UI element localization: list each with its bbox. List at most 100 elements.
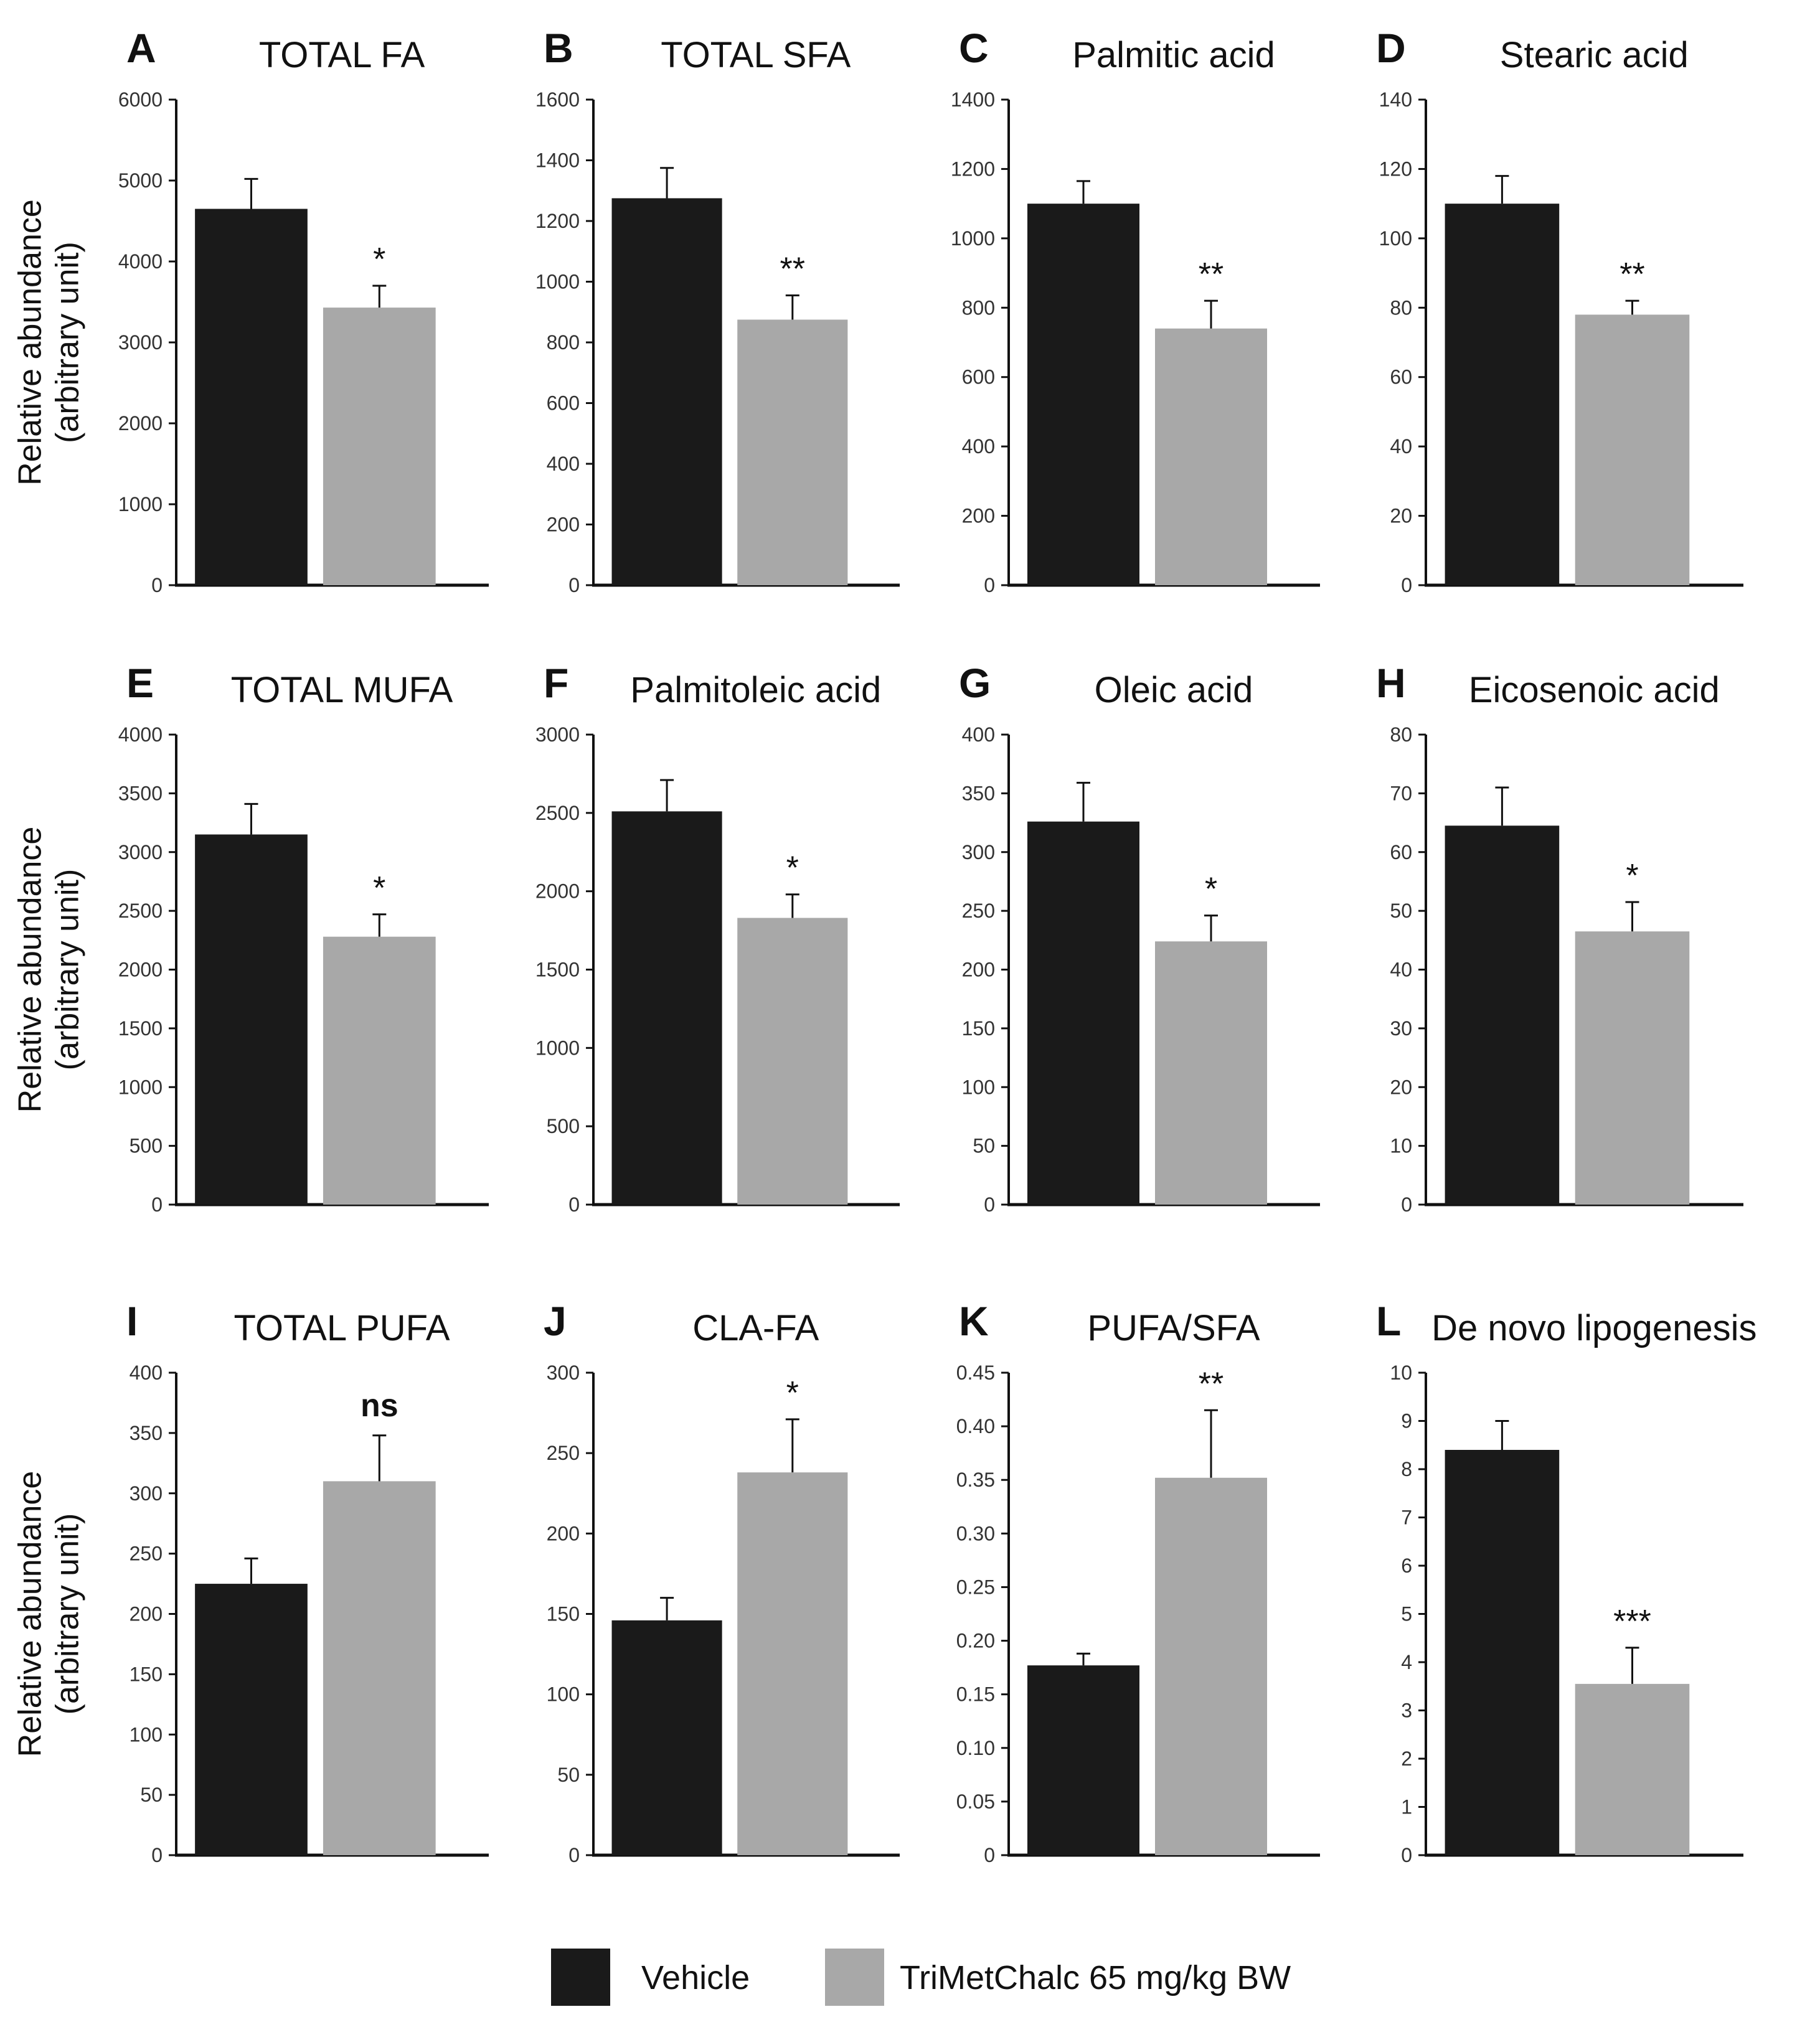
panel-title: Oleic acid	[1095, 670, 1253, 710]
panel-letter: G	[959, 660, 991, 706]
y-tick-label: 50	[1390, 900, 1412, 922]
bar-vehicle	[195, 834, 308, 1205]
legend-label-vehicle: Vehicle	[641, 1959, 750, 1996]
y-tick-label: 400	[547, 453, 580, 475]
significance-marker: *	[1205, 872, 1217, 908]
significance-marker: ns	[361, 1388, 398, 1424]
panel-title: PUFA/SFA	[1087, 1308, 1260, 1348]
y-tick-label: 500	[547, 1115, 580, 1137]
y-tick-label: 300	[547, 1361, 580, 1384]
y-tick-label: 0	[984, 1844, 995, 1866]
y-tick-label: 4000	[118, 723, 163, 746]
panel-d: D Stearic acid 0 20 40 60 80 100 120 140 **	[1376, 25, 1743, 596]
y-tick-label: 6	[1401, 1554, 1412, 1577]
y-tick-label: 250	[130, 1543, 163, 1565]
y-tick-label: 0	[151, 1844, 163, 1866]
bar-vehicle	[1445, 1450, 1560, 1855]
y-tick-label: 2500	[118, 900, 163, 922]
bar-trimetchalc	[1155, 1477, 1267, 1855]
y-tick-label: 1600	[535, 88, 580, 111]
panel-c: C Palmitic acid 0 200 400 600 800 1000 1200 1400 *…	[951, 25, 1320, 596]
panel-title: TOTAL SFA	[661, 35, 851, 75]
bar-vehicle	[611, 198, 722, 585]
y-tick-label: 8	[1401, 1458, 1412, 1480]
y-tick-label: 1000	[118, 1076, 163, 1098]
bar-vehicle	[195, 209, 308, 585]
y-axis-label: Relative abundance	[12, 1471, 49, 1757]
y-tick-label: 2	[1401, 1747, 1412, 1770]
y-tick-label: 2000	[535, 880, 580, 903]
y-tick-label: 50	[973, 1135, 995, 1157]
y-tick-label: 0	[984, 574, 995, 596]
y-tick-label: 0.20	[956, 1630, 995, 1652]
y-tick-label: 1000	[951, 227, 995, 250]
bar-trimetchalc	[1575, 931, 1690, 1205]
bar-trimetchalc	[737, 1472, 848, 1855]
y-tick-label: 800	[962, 296, 995, 319]
y-tick-label: 0.40	[956, 1415, 995, 1437]
significance-marker: *	[786, 850, 799, 886]
y-tick-label: 40	[1390, 959, 1412, 981]
y-tick-label: 150	[962, 1017, 995, 1040]
y-tick-label: 0	[568, 1193, 580, 1216]
bar-trimetchalc	[323, 1481, 436, 1855]
bar-trimetchalc	[1575, 314, 1690, 585]
significance-marker: **	[1199, 256, 1224, 293]
panel-f: F Palmitoleic acid 0 500 1000 1500 2000 2500 300…	[535, 660, 900, 1216]
legend-swatch-vehicle	[551, 1949, 610, 2006]
panel-letter: B	[544, 25, 573, 71]
y-tick-label: 0	[1401, 1844, 1412, 1866]
y-tick-label: 9	[1401, 1410, 1412, 1432]
y-tick-label: 0.15	[956, 1683, 995, 1706]
y-tick-label: 100	[962, 1076, 995, 1098]
y-tick-label: 1200	[951, 158, 995, 180]
y-tick-label: 200	[547, 514, 580, 536]
y-tick-label: 200	[130, 1603, 163, 1625]
y-tick-label: 3000	[118, 841, 163, 863]
legend: Vehicle TriMetChalc 65 mg/kg BW	[551, 1949, 1291, 2006]
panel-title: TOTAL PUFA	[234, 1308, 450, 1348]
y-tick-label: 0	[1401, 574, 1412, 596]
y-tick-label: 1400	[951, 88, 995, 111]
panel-letter: C	[959, 25, 989, 71]
panel-i: I TOTAL PUFA 0 50 100 150 200 250 300 350 400 ns	[126, 1298, 489, 1866]
y-tick-label: 140	[1379, 88, 1412, 111]
y-tick-label: 30	[1390, 1017, 1412, 1040]
y-tick-label: 7	[1401, 1507, 1412, 1529]
y-tick-label: 5000	[118, 169, 163, 192]
y-tick-label: 20	[1390, 1076, 1412, 1098]
y-tick-label: 1500	[118, 1017, 163, 1040]
significance-marker: *	[1626, 858, 1638, 894]
y-axis-label: (arbitrary unit)	[50, 242, 86, 443]
y-tick-label: 200	[962, 505, 995, 527]
y-tick-label: 250	[547, 1442, 580, 1464]
panel-title: Stearic acid	[1500, 35, 1689, 75]
y-tick-label: 2500	[535, 802, 580, 824]
panel-l: L De novo lipogenesis 0 1 2 3 4 5 6 7 8 9 10 ***	[1376, 1298, 1756, 1866]
y-axis-label: (arbitrary unit)	[50, 869, 86, 1071]
y-tick-label: 0	[151, 574, 163, 596]
y-tick-label: 400	[130, 1361, 163, 1384]
y-tick-label: 400	[962, 435, 995, 458]
panel-h: H Eicosenoic acid 0 10 20 30 40 50 60 70 80 *	[1376, 660, 1743, 1216]
panel-letter: K	[959, 1298, 989, 1344]
y-tick-label: 2000	[118, 959, 163, 981]
y-tick-label: 300	[130, 1482, 163, 1505]
y-tick-label: 0	[568, 1844, 580, 1866]
panel-title: Eicosenoic acid	[1469, 670, 1720, 710]
y-tick-label: 800	[547, 331, 580, 354]
y-tick-label: 40	[1390, 435, 1412, 458]
panel-letter: J	[544, 1298, 567, 1344]
y-tick-label: 1200	[535, 210, 580, 232]
y-tick-label: 1500	[535, 959, 580, 981]
bar-vehicle	[1027, 821, 1139, 1205]
panel-e: E TOTAL MUFA 0 500 1000 1500 2000 2500 3000 3500 4…	[118, 660, 489, 1216]
panel-j: J CLA-FA 0 50 100 150 200 250 300 *	[544, 1298, 900, 1866]
y-tick-label: 0.45	[956, 1361, 995, 1384]
y-tick-label: 0	[568, 574, 580, 596]
bar-vehicle	[1445, 825, 1560, 1205]
panel-letter: D	[1376, 25, 1406, 71]
y-tick-label: 20	[1390, 505, 1412, 527]
y-tick-label: 100	[547, 1683, 580, 1706]
